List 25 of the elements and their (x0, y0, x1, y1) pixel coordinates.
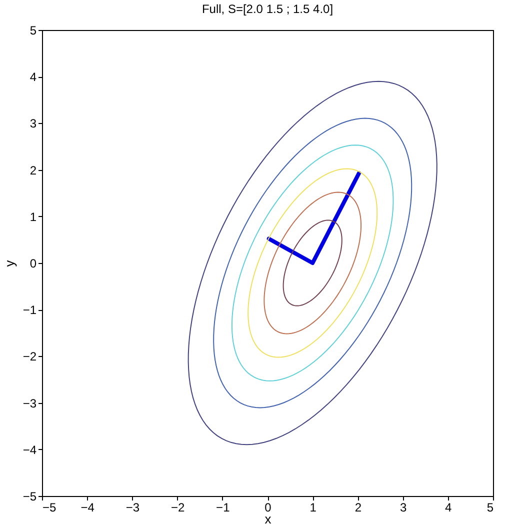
x-tick-label: −2 (170, 500, 185, 514)
y-tick-label: 3 (30, 116, 37, 131)
y-tick-label: −5 (22, 490, 37, 504)
y-tick-label: −4 (22, 442, 37, 457)
x-tick-label: −1 (216, 500, 230, 514)
x-tick-label: −3 (126, 500, 140, 514)
y-tick-label: 4 (30, 70, 37, 84)
x-tick-label: −4 (80, 500, 95, 514)
x-axis-title: x (264, 512, 272, 526)
y-axis-title: y (2, 260, 17, 267)
y-tick-label: 0 (30, 256, 37, 270)
y-tick-label: −2 (22, 350, 37, 364)
y-tick-label: −3 (22, 396, 37, 410)
x-tick-label: 2 (354, 500, 362, 514)
y-tick-label: 1 (30, 210, 37, 224)
x-tick-label: 4 (445, 500, 452, 514)
x-tick-label: 3 (400, 500, 407, 514)
y-tick-label: 5 (30, 24, 37, 38)
x-tick-label: 0 (264, 500, 272, 514)
x-tick-label: 5 (486, 500, 494, 514)
y-tick-label: −1 (22, 303, 37, 318)
chart-title: Full, S=[2.0 1.5 ; 1.5 4.0] (202, 2, 334, 16)
x-tick-label: 1 (310, 500, 317, 514)
y-tick-label: 2 (30, 163, 37, 178)
x-tick-label: −5 (42, 500, 57, 514)
